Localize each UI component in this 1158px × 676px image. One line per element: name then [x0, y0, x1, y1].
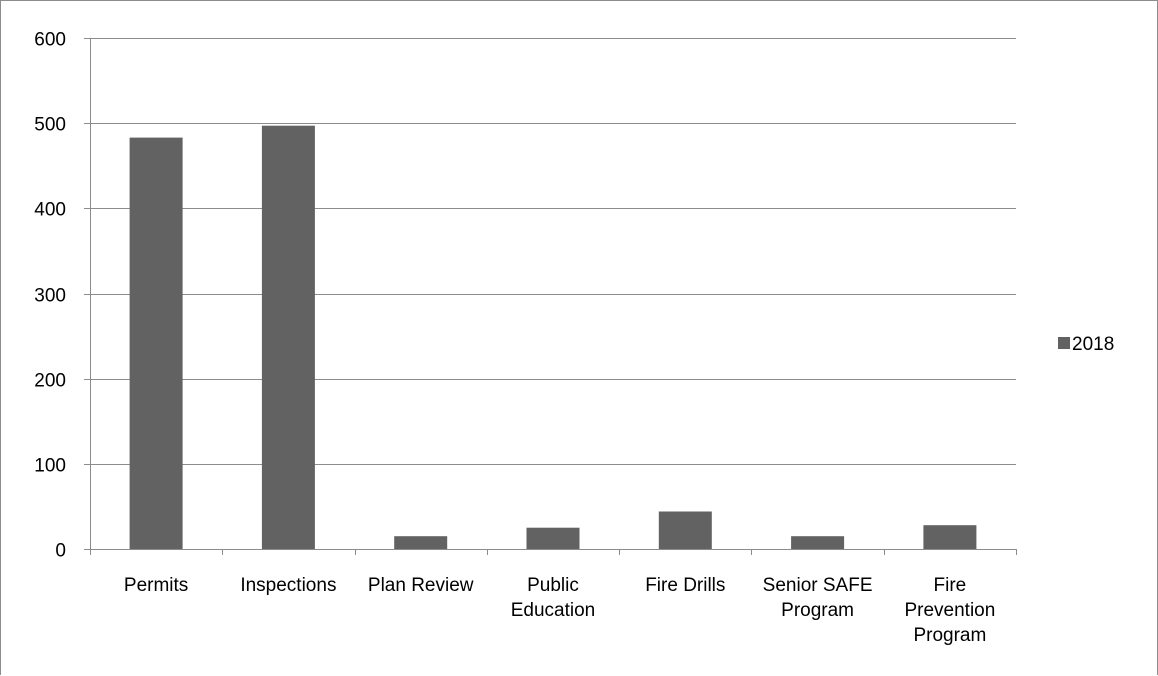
y-tick-label: 300	[34, 286, 66, 307]
x-tick-labels: Permits Inspections Plan Review Public Educa…	[124, 575, 995, 646]
y-tick-labels: 0 100 200 300 400 500 600	[34, 30, 66, 562]
legend-label: 2018	[1072, 334, 1114, 355]
bar	[261, 125, 315, 549]
bar	[129, 137, 183, 549]
x-tick-label: Permits	[124, 575, 188, 596]
y-tick-label: 600	[34, 30, 66, 51]
x-tick-label: Program	[913, 625, 986, 646]
x-tick-label: Public	[527, 575, 579, 596]
x-tick-label: Senior SAFE	[763, 575, 873, 596]
bar	[658, 511, 712, 549]
x-tick-label: Plan Review	[368, 575, 474, 596]
axes	[84, 38, 1017, 555]
y-tick-label: 400	[34, 200, 66, 221]
legend-swatch	[1058, 337, 1070, 349]
x-tick-label: Program	[781, 600, 854, 621]
bar	[923, 525, 977, 549]
bar	[394, 536, 448, 549]
x-tick-label: Inspections	[240, 575, 336, 596]
x-tick-label: Prevention	[904, 600, 995, 621]
x-tick-label: Fire Drills	[645, 575, 725, 596]
y-tick-label: 0	[55, 541, 66, 562]
y-tick-label: 100	[34, 456, 66, 477]
legend: 2018	[1058, 334, 1114, 355]
bar	[526, 527, 580, 549]
y-tick-label: 200	[34, 371, 66, 392]
bars	[129, 125, 977, 549]
x-tick-label: Fire	[934, 575, 967, 596]
bar	[791, 536, 845, 549]
gridlines	[90, 38, 1016, 465]
y-tick-label: 500	[34, 115, 66, 136]
x-tick-label: Education	[511, 600, 596, 621]
